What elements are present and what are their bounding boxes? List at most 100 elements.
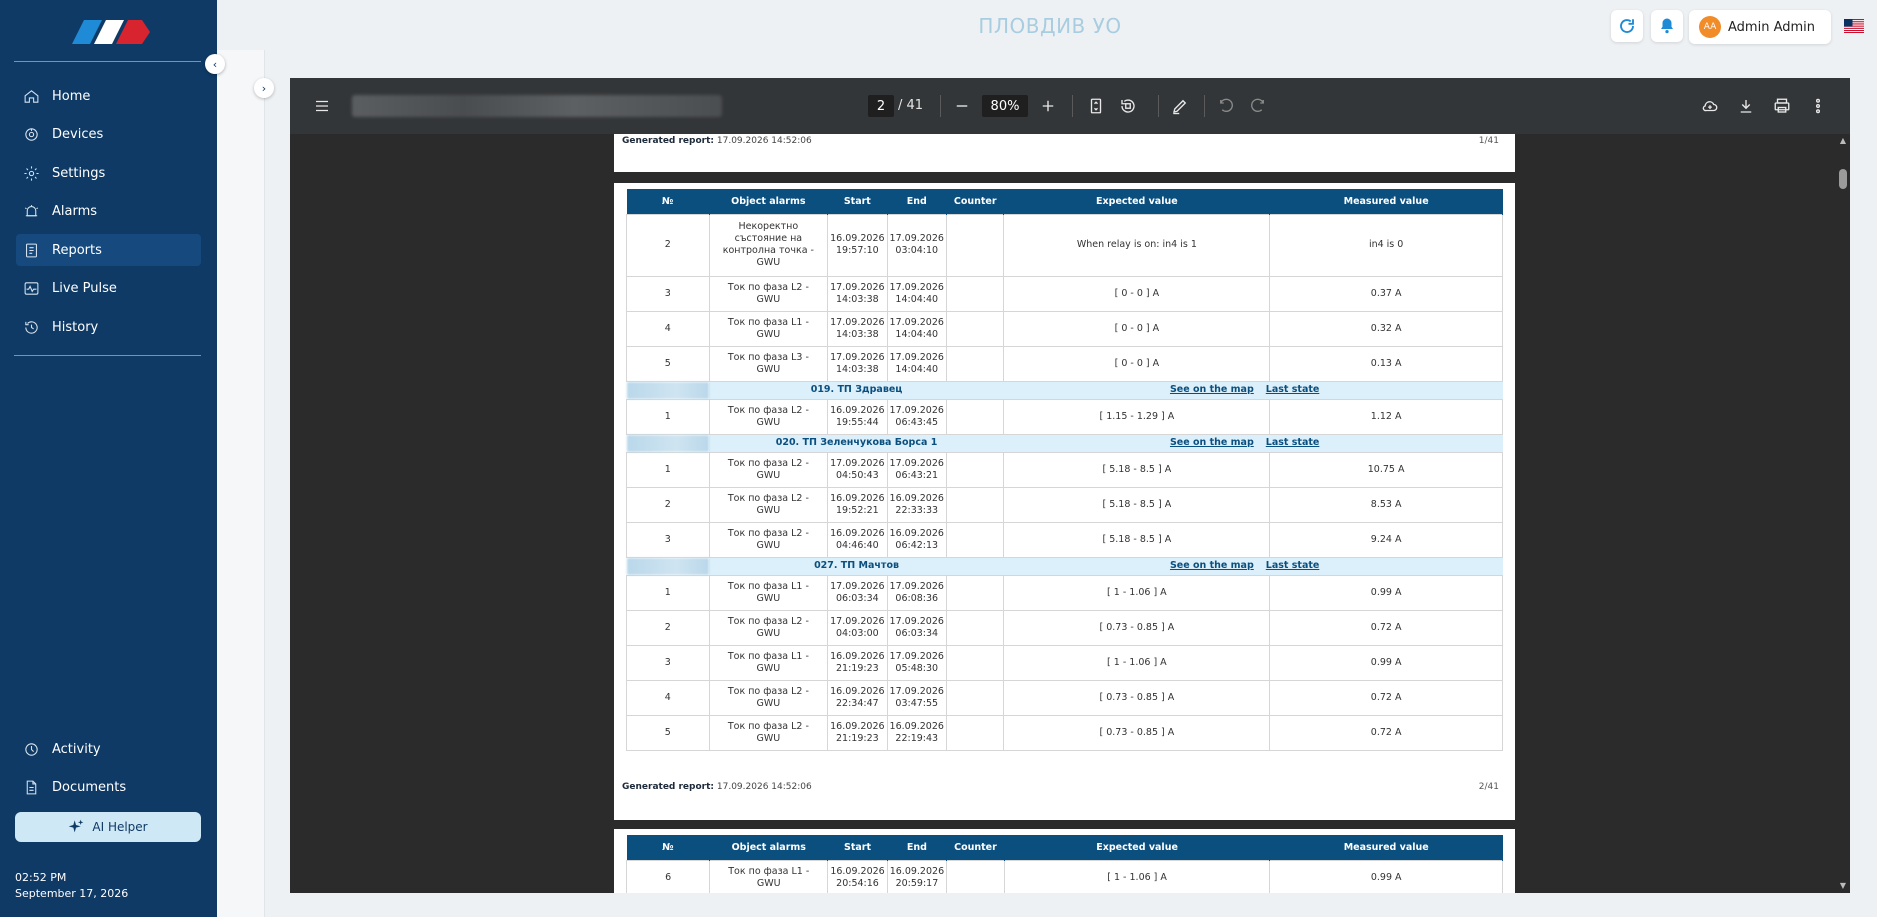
alarms-table: № Object alarms Start End Counter Expected va… bbox=[625, 835, 1503, 893]
column-header: Object alarms bbox=[709, 835, 829, 860]
footer-date: 17.09.2026 14:52:06 bbox=[716, 782, 812, 792]
column-header: № bbox=[626, 835, 711, 860]
pdf-page-1: Generated report: 17.09.2026 14:52:06 1/… bbox=[614, 134, 1515, 172]
scroll-down-icon[interactable]: ▼ bbox=[1839, 881, 1847, 890]
brand-logo[interactable] bbox=[66, 16, 154, 48]
download-button[interactable] bbox=[1736, 96, 1756, 116]
cell-alarm: Ток по фаза L2 - GWU bbox=[708, 521, 829, 558]
devices-icon bbox=[22, 126, 40, 144]
footer-label: Generated report: bbox=[622, 782, 715, 792]
cell-measured: 9.24 A bbox=[1269, 521, 1503, 558]
sidebar-item-label: Devices bbox=[52, 127, 104, 142]
toolbar-separator bbox=[1158, 95, 1159, 117]
sidebar-item-devices[interactable]: Devices bbox=[16, 119, 201, 151]
last-state-link[interactable]: Last state bbox=[1265, 437, 1320, 448]
cell-alarm: Ток по фаза L2 - GWU bbox=[708, 679, 829, 716]
cell-end: 17.09.2026 06:03:34 bbox=[886, 609, 947, 646]
column-header: Expected value bbox=[1004, 835, 1271, 860]
cell-measured: 1.12 A bbox=[1269, 398, 1503, 435]
pdf-scrollbar[interactable]: ▲ ▼ bbox=[1836, 134, 1850, 893]
documents-icon bbox=[22, 778, 40, 796]
document-title-redacted bbox=[352, 95, 722, 117]
cell-no: 4 bbox=[626, 310, 710, 347]
cell-end: 17.09.2026 06:43:45 bbox=[886, 398, 947, 435]
cell-end: 16.09.2026 22:33:33 bbox=[886, 486, 947, 523]
group-name: 020. ТП Зеленчукова Борса 1 bbox=[709, 433, 1004, 453]
ai-helper-button[interactable]: AI Helper bbox=[15, 812, 201, 842]
cell-alarm: Ток по фаза L1 - GWU bbox=[708, 574, 829, 611]
cell-end: 16.09.2026 06:42:13 bbox=[886, 521, 947, 558]
sidebar-item-label: Live Pulse bbox=[52, 281, 117, 296]
bell-icon bbox=[1661, 18, 1673, 34]
scroll-up-icon[interactable]: ▲ bbox=[1839, 136, 1847, 145]
page-footer: Generated report: 17.09.2026 14:52:06 bbox=[622, 136, 812, 146]
sidebar-item-home[interactable]: Home bbox=[16, 80, 201, 112]
sidebar-item-label: Activity bbox=[52, 741, 101, 757]
table-row: 3 Ток по фаза L2 - GWU 17.09.2026 14:03:38… bbox=[626, 275, 1503, 312]
annotate-button[interactable] bbox=[1170, 96, 1190, 116]
cell-no: 4 bbox=[626, 679, 710, 716]
cell-start: 17.09.2026 06:03:34 bbox=[827, 574, 888, 611]
sidebar-item-live-pulse[interactable]: Live Pulse bbox=[16, 273, 201, 305]
redacted-cell bbox=[626, 556, 710, 576]
chevron-right-icon: › bbox=[261, 81, 267, 95]
cell-counter bbox=[945, 398, 1005, 435]
group-links: See on the map Last state bbox=[1003, 380, 1503, 400]
page-title: ПЛОВДИВ УО bbox=[978, 14, 1122, 38]
expand-panel-button[interactable]: › bbox=[254, 78, 274, 98]
refresh-button[interactable] bbox=[1611, 10, 1643, 42]
footer-label: Generated report: bbox=[622, 136, 715, 146]
rotate-button[interactable] bbox=[1118, 96, 1138, 116]
cell-measured: in4 is 0 bbox=[1269, 213, 1503, 277]
cell-expected: [ 1.15 - 1.29 ] A bbox=[1003, 398, 1271, 435]
page-number-input[interactable]: 2 bbox=[868, 95, 894, 117]
fit-page-icon bbox=[1090, 98, 1102, 114]
table-row: 6 Ток по фаза L1 - GWU 16.09.2026 20:54:16… bbox=[625, 859, 1503, 893]
home-icon bbox=[22, 87, 40, 105]
us-flag-icon[interactable] bbox=[1844, 19, 1864, 33]
redacted-cell bbox=[626, 380, 710, 400]
collapse-sidebar-button[interactable]: ‹ bbox=[205, 54, 225, 74]
cell-expected: [ 5.18 - 8.5 ] A bbox=[1003, 521, 1271, 558]
redo-button[interactable] bbox=[1248, 96, 1268, 116]
undo-button[interactable] bbox=[1216, 96, 1236, 116]
cell-no: 2 bbox=[626, 486, 710, 523]
zoom-in-button[interactable] bbox=[1038, 96, 1058, 116]
sidebar-item-label: Reports bbox=[52, 242, 102, 258]
column-header: End bbox=[887, 189, 947, 214]
cell-no: 3 bbox=[626, 521, 710, 558]
cell-counter bbox=[945, 521, 1005, 558]
see-on-map-link[interactable]: See on the map bbox=[1169, 437, 1254, 448]
sidebar-item-settings[interactable]: Settings bbox=[16, 157, 201, 189]
more-options-button[interactable] bbox=[1808, 96, 1828, 116]
last-state-link[interactable]: Last state bbox=[1265, 384, 1320, 395]
notifications-button[interactable] bbox=[1651, 10, 1683, 42]
save-to-drive-button[interactable] bbox=[1700, 96, 1720, 116]
cell-end: 16.09.2026 22:19:43 bbox=[886, 714, 947, 751]
zoom-out-button[interactable] bbox=[952, 96, 972, 116]
sidebar-item-alarms[interactable]: Alarms bbox=[16, 196, 201, 228]
cell-no: 6 bbox=[625, 859, 711, 893]
pdf-menu-button[interactable] bbox=[312, 96, 332, 116]
table-row: 1 Ток по фаза L2 - GWU 16.09.2026 19:55:44… bbox=[626, 398, 1503, 435]
see-on-map-link[interactable]: See on the map bbox=[1169, 384, 1254, 395]
sparkle-icon bbox=[69, 819, 84, 833]
cell-measured: 0.72 A bbox=[1269, 714, 1503, 751]
zoom-input[interactable]: 80% bbox=[982, 95, 1028, 117]
sidebar-item-history[interactable]: History bbox=[16, 311, 201, 343]
last-state-link[interactable]: Last state bbox=[1265, 560, 1320, 571]
sidebar-item-documents[interactable]: Documents bbox=[16, 771, 201, 803]
sidebar-item-activity[interactable]: Activity bbox=[16, 733, 201, 765]
cell-end: 16.09.2026 20:59:17 bbox=[886, 859, 948, 893]
scroll-thumb[interactable] bbox=[1839, 169, 1847, 189]
user-menu[interactable]: AA Admin Admin bbox=[1689, 10, 1831, 44]
table-row: 5 Ток по фаза L2 - GWU 16.09.2026 21:19:23… bbox=[626, 714, 1503, 751]
cell-counter bbox=[945, 609, 1005, 646]
fit-page-button[interactable] bbox=[1086, 96, 1106, 116]
cell-no: 3 bbox=[626, 275, 710, 312]
toolbar-separator bbox=[1204, 95, 1205, 117]
sidebar-item-reports[interactable]: Reports bbox=[16, 234, 201, 266]
print-button[interactable] bbox=[1772, 96, 1792, 116]
see-on-map-link[interactable]: See on the map bbox=[1169, 560, 1254, 571]
cell-counter bbox=[946, 859, 1005, 893]
